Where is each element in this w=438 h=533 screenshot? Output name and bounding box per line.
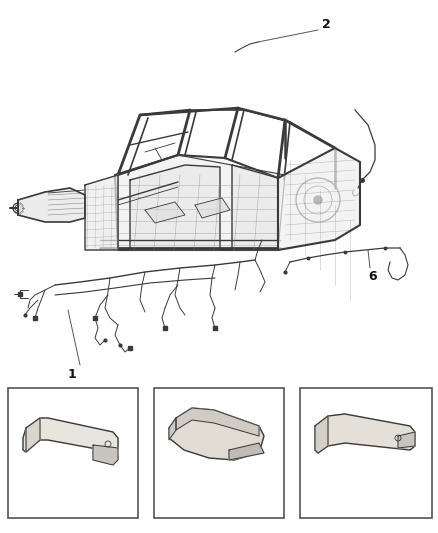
Text: 2: 2 xyxy=(322,18,331,31)
Polygon shape xyxy=(169,408,264,460)
Circle shape xyxy=(314,196,322,204)
Polygon shape xyxy=(23,418,118,452)
Polygon shape xyxy=(229,443,264,460)
Polygon shape xyxy=(115,155,278,250)
Polygon shape xyxy=(145,202,185,223)
Polygon shape xyxy=(195,198,230,218)
Polygon shape xyxy=(398,432,415,448)
Text: 3: 3 xyxy=(40,494,49,507)
Text: 5: 5 xyxy=(336,492,345,505)
Bar xyxy=(300,388,432,518)
Text: 4: 4 xyxy=(192,492,201,505)
Polygon shape xyxy=(85,175,118,250)
Polygon shape xyxy=(169,418,176,440)
Bar xyxy=(8,388,138,518)
Bar xyxy=(154,388,284,518)
Polygon shape xyxy=(176,408,259,436)
Polygon shape xyxy=(18,188,85,222)
Text: 1: 1 xyxy=(67,368,76,381)
Text: 6: 6 xyxy=(368,270,377,283)
Polygon shape xyxy=(26,418,40,452)
Polygon shape xyxy=(232,165,278,250)
Polygon shape xyxy=(315,414,415,453)
Polygon shape xyxy=(118,155,285,250)
Polygon shape xyxy=(130,165,220,250)
Polygon shape xyxy=(315,416,328,453)
Polygon shape xyxy=(278,148,360,250)
Polygon shape xyxy=(93,445,118,465)
